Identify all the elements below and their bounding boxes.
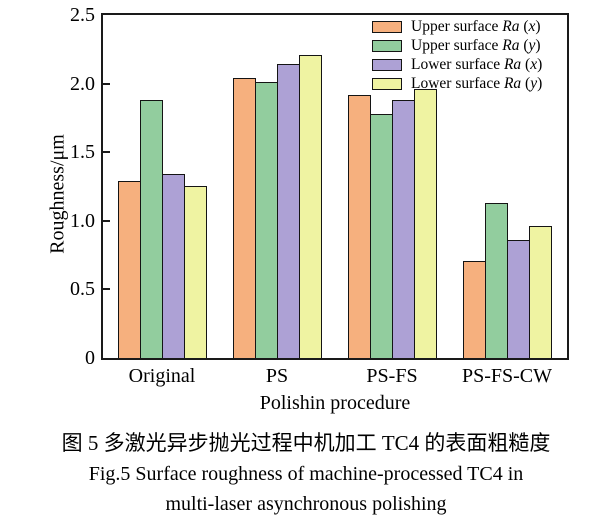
x-axis-title: Polishin procedure <box>259 392 411 414</box>
legend-swatch-icon <box>372 77 402 90</box>
bar <box>299 55 322 358</box>
legend: Upper surface Ra (x) Upper surface Ra (y)… <box>372 17 542 93</box>
legend-swatch-icon <box>372 58 402 71</box>
bar <box>507 240 530 358</box>
bar <box>140 100 163 358</box>
legend-swatch-icon <box>372 20 402 33</box>
bar <box>233 78 256 358</box>
bar <box>184 186 207 358</box>
y-tick-mark <box>103 219 110 222</box>
bar <box>414 89 437 358</box>
bar <box>162 174 185 358</box>
y-tick-mark <box>103 82 110 85</box>
y-tick-mark <box>103 151 110 154</box>
x-tick-label: PS-FS-CW <box>461 365 553 387</box>
caption-english-line2: multi-laser asynchronous polishing <box>165 493 447 515</box>
bar <box>392 100 415 358</box>
bar <box>348 95 371 358</box>
y-tick-label: 2.5 <box>70 4 95 26</box>
y-tick-label: 2.0 <box>70 72 95 95</box>
plot-area: Upper surface Ra (x) Upper surface Ra (y)… <box>101 13 569 360</box>
legend-label: Lower surface Ra (x) <box>411 55 543 73</box>
legend-swatch-icon <box>372 39 402 52</box>
legend-item: Lower surface Ra (y) <box>372 74 542 93</box>
bars-container <box>103 15 567 358</box>
legend-item: Upper surface Ra (x) <box>372 17 542 36</box>
x-tick-label: Original <box>128 365 196 387</box>
x-tick-label: PS-FS <box>366 365 418 387</box>
legend-label: Lower surface Ra (y) <box>411 74 543 92</box>
bar <box>255 82 278 358</box>
bar <box>463 261 486 358</box>
legend-item: Lower surface Ra (x) <box>372 55 542 74</box>
bar <box>485 203 508 358</box>
y-tick-label: 1.5 <box>70 141 95 164</box>
y-tick-label: 0.5 <box>70 278 95 301</box>
legend-label: Upper surface Ra (y) <box>411 36 541 54</box>
x-tick-label: PS <box>265 365 289 387</box>
y-tick-mark <box>103 288 110 291</box>
figure-caption: 图 5 多激光异步抛光过程中机加工 TC4 的表面粗糙度 Fig.5 Surfa… <box>0 428 612 519</box>
legend-label: Upper surface Ra (x) <box>411 17 541 35</box>
bar <box>529 226 552 358</box>
bar <box>370 114 393 358</box>
caption-chinese: 图 5 多激光异步抛光过程中机加工 TC4 的表面粗糙度 <box>61 431 551 455</box>
y-tick-label: 0 <box>85 347 95 369</box>
caption-english-line1: Fig.5 Surface roughness of machine-proce… <box>88 463 524 485</box>
bar <box>118 181 141 358</box>
legend-item: Upper surface Ra (y) <box>372 36 542 55</box>
bar <box>277 64 300 358</box>
y-tick-label: 1.0 <box>70 209 95 232</box>
